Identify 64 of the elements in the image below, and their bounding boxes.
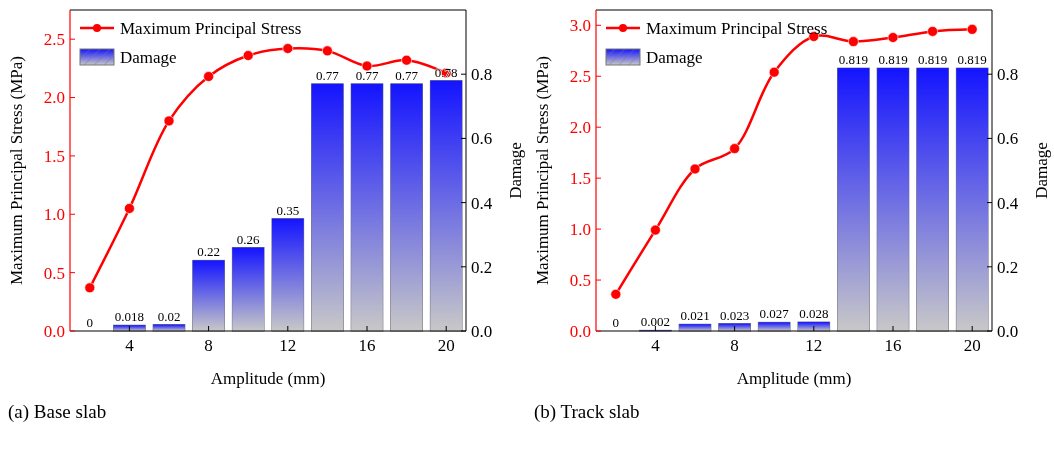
y-tick-label: 2.0	[569, 118, 591, 138]
x-axis-title: Amplitude (mm)	[210, 369, 326, 388]
y-tick-label: 0.5	[569, 271, 591, 290]
legend-label: Maximum Principal Stress	[646, 18, 828, 38]
x-tick-label: 20	[437, 336, 455, 355]
data-label: 0.26	[236, 231, 261, 247]
y2-tick-label: 0.2	[471, 257, 493, 277]
y-tick-label: 0.0	[43, 321, 65, 341]
data-label: 0.819	[957, 52, 987, 68]
x-axis-title: Amplitude (mm)	[736, 369, 852, 388]
y-tick-label: 1.0	[569, 220, 591, 240]
x-tick-label: 8	[730, 336, 739, 355]
y2-tick-label: 0.0	[471, 321, 493, 341]
data-label: 0.35	[276, 202, 300, 218]
y2-tick-label: 0.4	[997, 193, 1019, 213]
y-tick-label: 2.5	[43, 30, 65, 50]
x-tick-label: 16	[358, 336, 376, 355]
y-tick-label: 3.0	[569, 16, 591, 36]
y-axis-title: Maximum Principal Stress (MPa)	[533, 55, 552, 286]
data-label: 0.002	[640, 314, 671, 330]
x-tick-label: 8	[204, 336, 213, 355]
data-label: 0.77	[316, 67, 340, 83]
y2-tick-label: 0.0	[997, 321, 1019, 341]
legend-label: Maximum Principal Stress	[120, 18, 302, 38]
data-label: 0.021	[680, 308, 710, 324]
y-axis-title: Maximum Principal Stress (MPa)	[7, 55, 26, 286]
y-tick-label: 1.5	[43, 146, 65, 166]
y2-tick-label: 0.2	[997, 257, 1019, 277]
data-label: 0.77	[355, 67, 379, 83]
data-label: 0.028	[799, 306, 829, 322]
text: (b) Track slab	[534, 401, 640, 423]
data-label: 0	[612, 315, 620, 330]
y-tick-label: 0.5	[43, 263, 65, 283]
data-label: 0.02	[157, 308, 181, 324]
y-tick-label: 1.5	[569, 169, 591, 189]
y2-axis-title: Damage	[506, 142, 525, 199]
y2-tick-label: 0.6	[997, 129, 1019, 149]
y2-tick-label: 0.8	[471, 65, 493, 85]
y2-tick-label: 0.8	[997, 65, 1019, 85]
legend-label: Damage	[120, 47, 177, 67]
data-label: 0.018	[114, 309, 145, 325]
y-tick-label: 2.0	[43, 88, 65, 108]
data-label: 0.819	[878, 52, 908, 68]
legend-label: Damage	[646, 47, 703, 67]
data-label: 0	[86, 315, 94, 330]
y-tick-label: 0.0	[569, 321, 591, 341]
x-tick-label: 4	[651, 336, 661, 355]
x-tick-label: 12	[279, 336, 297, 355]
x-tick-label: 4	[125, 336, 135, 355]
y2-axis-title: Damage	[1032, 142, 1051, 199]
x-tick-label: 12	[805, 336, 823, 355]
data-label: 0.22	[197, 244, 220, 260]
y-tick-label: 1.0	[43, 205, 65, 225]
data-label: 0.027	[759, 306, 790, 322]
data-label: 0.819	[838, 52, 869, 68]
y-tick-label: 2.5	[569, 67, 591, 87]
data-label: 0.023	[719, 307, 750, 323]
y2-tick-label: 0.4	[471, 193, 493, 213]
data-label: 0.819	[917, 52, 948, 68]
x-tick-label: 16	[884, 336, 902, 355]
text: (a) Base slab	[8, 401, 107, 423]
data-label: 0.77	[395, 67, 419, 83]
y2-tick-label: 0.6	[471, 129, 493, 149]
x-tick-label: 20	[963, 336, 981, 355]
